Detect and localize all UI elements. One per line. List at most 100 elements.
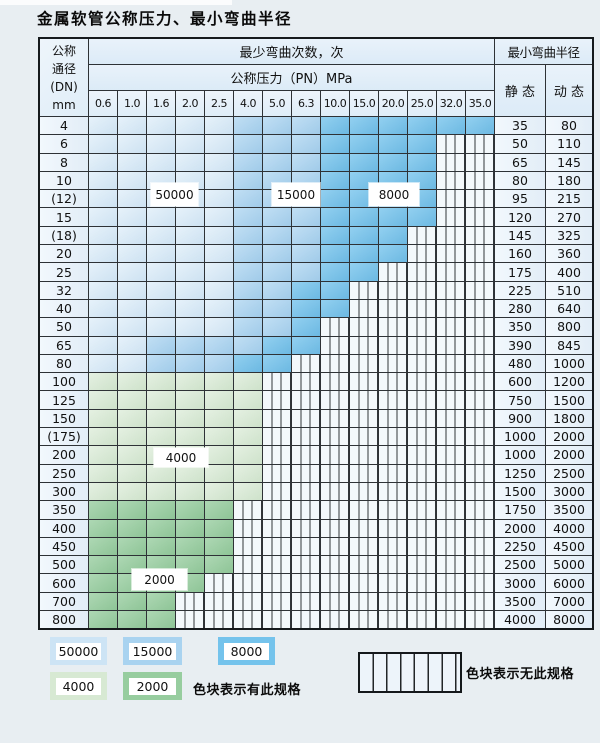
static-radius-cell: 480 bbox=[495, 354, 545, 373]
static-radius-cell: 280 bbox=[495, 299, 545, 318]
spec-cell bbox=[321, 117, 349, 135]
dynamic-radius-cell: 8000 bbox=[546, 611, 592, 629]
spec-cell bbox=[321, 354, 349, 373]
spec-cell bbox=[234, 245, 262, 263]
dn-cell: 4 bbox=[40, 117, 88, 135]
spec-cell bbox=[408, 226, 436, 245]
spec-cell bbox=[263, 519, 291, 537]
spec-cell bbox=[147, 428, 175, 446]
spec-cell bbox=[89, 464, 117, 482]
spec-cell bbox=[118, 519, 146, 537]
spec-cell bbox=[321, 226, 349, 245]
spec-cell bbox=[379, 537, 407, 556]
spec-cell bbox=[176, 464, 204, 482]
spec-cell bbox=[466, 592, 494, 611]
spec-cell bbox=[292, 592, 320, 611]
spec-cell bbox=[321, 208, 349, 226]
pressure-header-cell: 5.0 bbox=[263, 91, 291, 116]
spec-cell bbox=[118, 592, 146, 611]
spec-cell bbox=[176, 245, 204, 263]
dynamic-radius-cell: 1800 bbox=[546, 409, 592, 428]
spec-cell bbox=[292, 446, 320, 464]
corner-header-cell: 公称 通径 (DN) mm bbox=[40, 39, 88, 116]
spec-cell bbox=[89, 354, 117, 373]
spec-cell bbox=[292, 391, 320, 409]
static-radius-cell: 2000 bbox=[495, 519, 545, 537]
spec-cell bbox=[466, 409, 494, 428]
spec-cell bbox=[408, 519, 436, 537]
spec-cell bbox=[292, 226, 320, 245]
spec-cell bbox=[89, 501, 117, 519]
sw-50000-label: 50000 bbox=[56, 642, 101, 660]
spec-cell bbox=[379, 299, 407, 318]
sw-8000: 8000 bbox=[218, 637, 275, 665]
dynamic-radius-cell: 1000 bbox=[546, 354, 592, 373]
spec-cell bbox=[379, 354, 407, 373]
dynamic-radius-cell: 1500 bbox=[546, 391, 592, 409]
dn-cell: 32 bbox=[40, 281, 88, 299]
spec-cell bbox=[350, 574, 378, 592]
spec-cell bbox=[350, 446, 378, 464]
spec-cell bbox=[350, 464, 378, 482]
spec-cell bbox=[205, 171, 233, 190]
spec-cell bbox=[292, 117, 320, 135]
spec-cell bbox=[408, 556, 436, 574]
spec-cell bbox=[234, 135, 262, 153]
spec-cell bbox=[408, 354, 436, 373]
spec-cell bbox=[205, 117, 233, 135]
static-radius-cell: 3000 bbox=[495, 574, 545, 592]
dn-cell: 80 bbox=[40, 354, 88, 373]
spec-cell bbox=[234, 464, 262, 482]
spec-cell bbox=[379, 501, 407, 519]
spec-cell bbox=[176, 501, 204, 519]
spec-cell bbox=[205, 592, 233, 611]
spec-cell bbox=[176, 299, 204, 318]
spec-cell bbox=[118, 263, 146, 281]
spec-cell bbox=[234, 354, 262, 373]
spec-cell bbox=[437, 135, 465, 153]
sw-50000: 50000 bbox=[50, 637, 107, 665]
spec-cell bbox=[350, 153, 378, 171]
spec-cell bbox=[205, 299, 233, 318]
spec-cell bbox=[466, 464, 494, 482]
spec-cell bbox=[437, 318, 465, 336]
spec-cell bbox=[176, 208, 204, 226]
spec-cell bbox=[147, 373, 175, 391]
spec-cell bbox=[379, 281, 407, 299]
dn-cell: 20 bbox=[40, 245, 88, 263]
pressure-group-header: 公称压力（PN）MPa bbox=[89, 65, 494, 90]
spec-cell bbox=[466, 482, 494, 501]
spec-cell bbox=[321, 336, 349, 354]
radius-header: 最小弯曲半径 bbox=[495, 39, 592, 64]
spec-cell bbox=[350, 482, 378, 501]
spec-cell bbox=[118, 208, 146, 226]
spec-cell bbox=[89, 226, 117, 245]
spec-cell bbox=[205, 428, 233, 446]
spec-cell bbox=[437, 446, 465, 464]
spec-cell bbox=[321, 519, 349, 537]
page-title: 金属软管公称压力、最小弯曲半径 bbox=[37, 10, 293, 28]
spec-cell bbox=[379, 135, 407, 153]
spec-cell bbox=[89, 281, 117, 299]
spec-cell bbox=[350, 519, 378, 537]
spec-cell bbox=[147, 537, 175, 556]
spec-cell bbox=[176, 318, 204, 336]
static-radius-cell: 35 bbox=[495, 117, 545, 135]
spec-cell bbox=[176, 519, 204, 537]
spec-cell bbox=[205, 556, 233, 574]
spec-cell bbox=[234, 428, 262, 446]
spec-cell bbox=[147, 519, 175, 537]
spec-cell bbox=[118, 611, 146, 629]
static-radius-cell: 2500 bbox=[495, 556, 545, 574]
pressure-header-cell: 0.6 bbox=[89, 91, 117, 116]
spec-cell bbox=[176, 263, 204, 281]
pressure-header-cell: 1.0 bbox=[118, 91, 146, 116]
spec-cell bbox=[89, 446, 117, 464]
spec-cell bbox=[234, 336, 262, 354]
dynamic-radius-cell: 3500 bbox=[546, 501, 592, 519]
spec-cell bbox=[466, 611, 494, 629]
spec-cell bbox=[205, 537, 233, 556]
dn-cell: 300 bbox=[40, 482, 88, 501]
spec-cell bbox=[89, 592, 117, 611]
spec-cell bbox=[437, 592, 465, 611]
